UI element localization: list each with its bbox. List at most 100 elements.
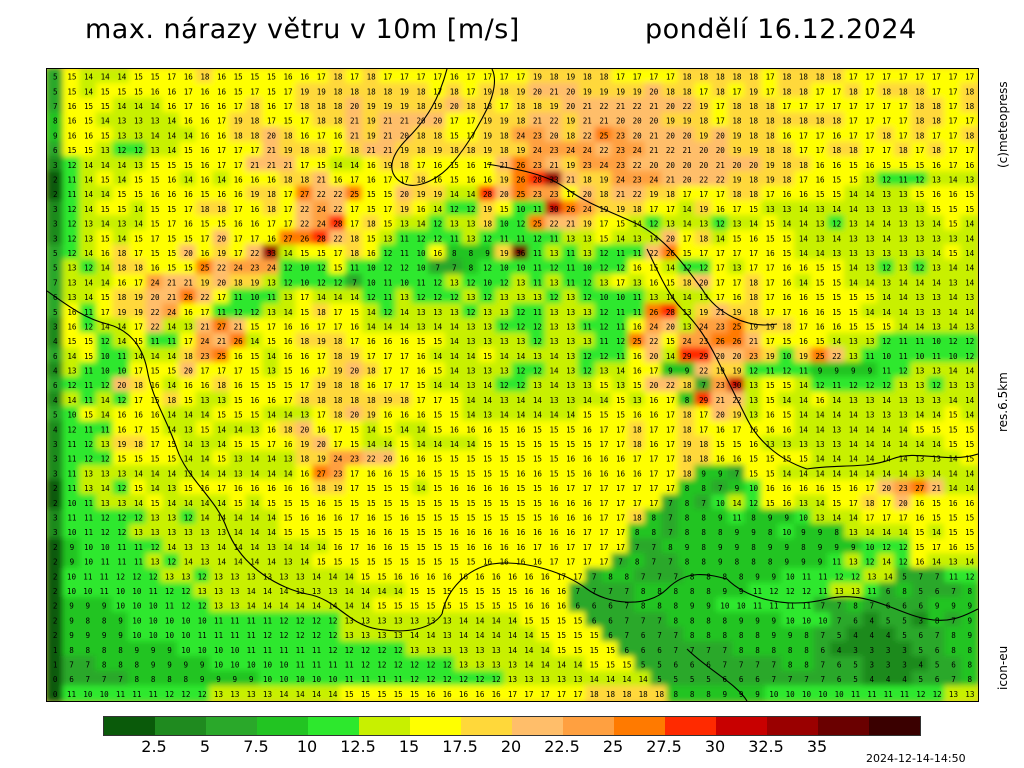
grid-value: 12	[167, 558, 176, 567]
grid-value: 12	[433, 293, 442, 302]
grid-value: 17	[573, 690, 582, 699]
grid-value: 17	[400, 367, 409, 376]
grid-value: 12	[882, 543, 891, 552]
grid-value: 18	[516, 102, 526, 111]
grid-value: 16	[134, 411, 144, 420]
grid-value: 17	[599, 425, 608, 434]
grid-value: 13	[84, 469, 93, 478]
grid-value: 21	[283, 161, 293, 170]
grid-value: 13	[483, 411, 492, 420]
grid-value: 16	[915, 514, 925, 523]
grid-value: 11	[167, 337, 177, 346]
grid-value: 15	[450, 499, 459, 508]
grid-value: 13	[377, 616, 386, 625]
scale-swatch	[155, 717, 206, 735]
grid-value: 8	[674, 616, 679, 625]
grid-value: 16	[117, 411, 127, 420]
grid-value: 14	[250, 469, 260, 478]
grid-value: 16	[566, 499, 576, 508]
grid-value: 16	[566, 455, 576, 464]
grid-value: 17	[849, 117, 858, 126]
grid-value: 10	[786, 572, 796, 581]
grid-value: 8	[739, 646, 744, 655]
grid-value: 12	[815, 381, 824, 390]
grid-value: 22	[666, 381, 675, 390]
grid-value: 14	[583, 396, 593, 405]
grid-value: 14	[524, 631, 534, 640]
grid-value: 19	[400, 205, 410, 214]
grid-value: 14	[167, 131, 177, 140]
grid-value: 12	[899, 543, 908, 552]
grid-value: 10	[500, 220, 510, 229]
grid-value: 9	[706, 602, 711, 611]
fill-cell	[494, 112, 514, 129]
grid-value: 12	[198, 690, 207, 699]
grid-value: 12	[101, 381, 110, 390]
grid-value: 11	[312, 660, 322, 669]
fill-cell	[494, 141, 514, 159]
grid-value: 13	[549, 337, 558, 346]
grid-value: 16	[383, 543, 393, 552]
grid-value: 18	[350, 87, 360, 96]
grid-value: 3	[870, 660, 875, 669]
grid-value: 16	[234, 352, 244, 361]
grid-value: 14	[599, 396, 609, 405]
fill-cell	[345, 156, 364, 173]
fill-cell	[345, 126, 364, 144]
grid-value: 17	[732, 87, 741, 96]
grid-value: 13	[882, 190, 891, 199]
fill-cell	[760, 69, 780, 85]
grid-value: 11	[566, 264, 576, 273]
grid-value: 16	[815, 396, 825, 405]
grid-value: 14	[333, 293, 343, 302]
grid-value: 10	[749, 484, 759, 493]
grid-value: 20	[400, 131, 410, 140]
grid-value: 13	[915, 396, 924, 405]
grid-value: 16	[549, 484, 559, 493]
grid-value: 14	[882, 440, 892, 449]
grid-value: 16	[200, 87, 210, 96]
grid-value: 12	[117, 146, 126, 155]
grid-value: 3	[886, 646, 891, 655]
grid-value: 16	[317, 514, 327, 523]
grid-value: 11	[214, 616, 224, 625]
grid-value: 17	[566, 558, 575, 567]
fill-cell	[810, 69, 830, 85]
grid-value: 15	[682, 249, 691, 258]
grid-value: 16	[167, 102, 177, 111]
grid-value: 16	[200, 161, 210, 170]
grid-value: 9	[249, 675, 254, 684]
grid-value: 15	[267, 337, 276, 346]
grid-value: 14	[832, 337, 842, 346]
grid-value: 15	[67, 87, 76, 96]
grid-value: 15	[549, 469, 558, 478]
grid-value: 14	[932, 528, 942, 537]
grid-value: 14	[915, 440, 925, 449]
grid-value: 14	[616, 234, 626, 243]
grid-value: 14	[350, 161, 360, 170]
grid-value: 12	[132, 572, 141, 581]
grid-value: 13	[516, 337, 525, 346]
fill-cell	[627, 156, 647, 173]
grid-value: 9	[851, 543, 856, 552]
grid-value: 29	[699, 396, 709, 405]
grid-value: 18	[317, 484, 327, 493]
grid-value: 16	[416, 205, 426, 214]
grid-value: 14	[150, 469, 160, 478]
grid-value: 16	[234, 175, 244, 184]
grid-value: 16	[167, 190, 177, 199]
grid-value: 12	[599, 308, 608, 317]
grid-value: 17	[882, 514, 891, 523]
grid-value: 17	[599, 543, 608, 552]
grid-value: 23	[350, 455, 359, 464]
fill-cell	[844, 141, 863, 159]
grid-value: 17	[932, 131, 941, 140]
grid-value: 16	[583, 425, 593, 434]
scale-swatch	[104, 717, 155, 735]
grid-value: 11	[377, 675, 387, 684]
grid-value: 16	[67, 117, 77, 126]
grid-value: 15	[150, 499, 159, 508]
grid-value: 22	[317, 190, 326, 199]
grid-value: 16	[67, 308, 77, 317]
grid-value: 19	[732, 146, 742, 155]
